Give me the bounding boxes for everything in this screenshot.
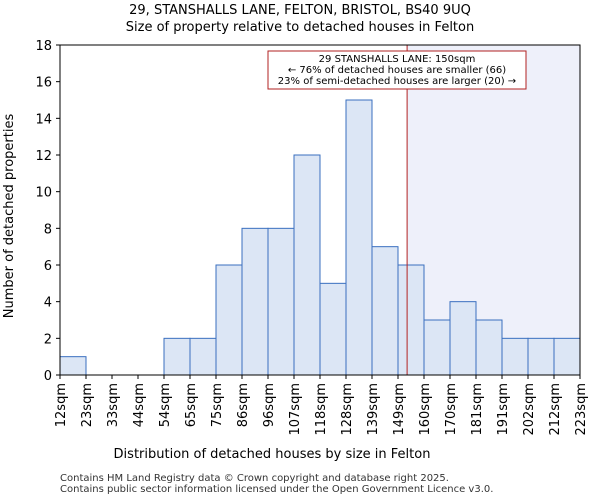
x-tick-label: 118sqm <box>314 383 329 436</box>
chart-title: 29, STANSHALLS LANE, FELTON, BRISTOL, BS… <box>129 3 471 18</box>
x-tick-label: 86sqm <box>236 383 251 427</box>
y-tick-label: 18 <box>35 39 52 54</box>
footer-line-2: Contains public sector information licen… <box>60 484 494 495</box>
y-tick-label: 10 <box>35 186 52 201</box>
y-tick-label: 16 <box>35 76 52 91</box>
bar <box>293 154 321 376</box>
x-tick-label: 96sqm <box>262 383 277 427</box>
annotation-frame <box>267 50 527 90</box>
x-tick-label: 160sqm <box>418 383 433 436</box>
y-tick-label: 2 <box>44 332 52 347</box>
bar <box>163 337 191 376</box>
y-tick-label: 12 <box>35 149 52 164</box>
y-tick-label: 14 <box>35 112 52 127</box>
bar <box>267 227 295 376</box>
bar <box>371 246 399 376</box>
bar <box>553 337 581 376</box>
x-tick-label: 149sqm <box>392 383 407 436</box>
x-tick-label: 181sqm <box>470 383 485 436</box>
y-tick-label: 8 <box>44 222 52 237</box>
footer-line-1: Contains HM Land Registry data © Crown c… <box>60 473 449 484</box>
bar <box>475 319 503 376</box>
bar <box>241 227 269 376</box>
x-tick-label: 139sqm <box>366 383 381 436</box>
x-tick-label: 65sqm <box>184 383 199 427</box>
y-tick-label: 6 <box>44 259 52 274</box>
annotation-line-2: ← 76% of detached houses are smaller (66… <box>288 65 506 76</box>
y-axis-label: Number of detached properties <box>2 114 17 319</box>
x-tick-label: 75sqm <box>210 383 225 427</box>
annotation-line-1: 29 STANSHALLS LANE: 150sqm <box>319 54 476 65</box>
bar <box>527 337 555 376</box>
x-tick-label: 33sqm <box>106 383 121 427</box>
x-tick-label: 44sqm <box>132 383 147 427</box>
bar <box>319 282 347 376</box>
bar <box>215 264 243 376</box>
x-tick-label: 128sqm <box>340 383 355 436</box>
x-tick-label: 54sqm <box>158 383 173 427</box>
annotation-box: 29 STANSHALLS LANE: 150sqm ← 76% of deta… <box>267 50 527 90</box>
bar <box>501 337 529 376</box>
x-tick-label: 107sqm <box>288 383 303 436</box>
x-axis-label: Distribution of detached houses by size … <box>114 447 431 462</box>
x-tick-label: 23sqm <box>80 383 95 427</box>
bar <box>345 99 373 376</box>
bar <box>189 337 217 376</box>
y-tick-label: 0 <box>44 369 52 384</box>
x-tick-label: 170sqm <box>444 383 459 436</box>
x-tick-label: 191sqm <box>496 383 511 436</box>
annotation-line-3: 23% of semi-detached houses are larger (… <box>278 76 516 87</box>
chart-subtitle: Size of property relative to detached ho… <box>125 20 475 35</box>
x-tick-label: 223sqm <box>574 383 589 436</box>
y-tick-label: 4 <box>44 296 52 311</box>
x-tick-label: 212sqm <box>548 383 563 436</box>
x-tick-label: 202sqm <box>522 383 537 436</box>
bar <box>397 264 425 376</box>
bar <box>423 319 451 376</box>
bar <box>59 356 87 376</box>
x-tick-label: 12sqm <box>54 383 69 427</box>
bar <box>449 301 477 376</box>
